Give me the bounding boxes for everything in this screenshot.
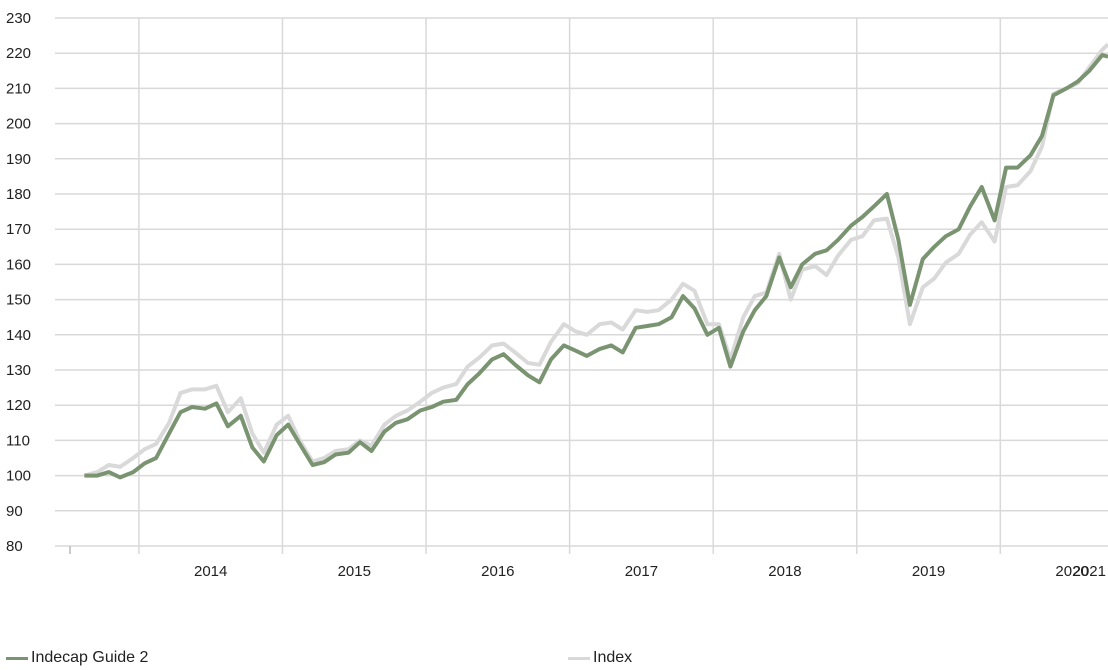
y-tick-label-220: 220	[6, 45, 31, 62]
legend-swatch-indecap-guide-2	[6, 656, 28, 660]
legend-item-indecap-guide-2: Indecap Guide 2	[6, 649, 148, 667]
y-tick-label-150: 150	[6, 292, 31, 309]
y-tick-label-160: 160	[6, 256, 31, 273]
y-tick-label-80: 80	[6, 538, 23, 555]
y-tick-label-200: 200	[6, 116, 31, 133]
legend-swatch-index	[568, 656, 590, 660]
x-tick-label-2017: 2017	[625, 563, 658, 580]
legend-item-index: Index	[568, 649, 632, 667]
series-line-index	[83, 42, 1108, 478]
y-tick-label-110: 110	[6, 432, 30, 449]
y-tick-label-190: 190	[6, 151, 31, 168]
x-tick-label-2020: 2020	[1055, 563, 1088, 580]
y-tick-label-180: 180	[6, 186, 31, 203]
series-line-indecap-guide-2	[84, 53, 1108, 480]
y-tick-label-210: 210	[6, 80, 31, 97]
gridlines	[55, 17, 1108, 554]
y-tick-label-120: 120	[6, 397, 31, 414]
x-tick-label-2015: 2015	[338, 563, 371, 580]
y-tick-label-100: 100	[6, 468, 31, 485]
x-tick-label-2014: 2014	[194, 563, 227, 580]
y-axis-tick-labels: 80 90 100 110 120 130 140 150 160 170 180 190 200 210…	[6, 10, 31, 555]
y-tick-label-230: 230	[6, 10, 31, 27]
x-tick-label-2019: 2019	[912, 563, 945, 580]
x-tick-label-2018: 2018	[768, 563, 801, 580]
x-tick-label-2021: 2021	[1073, 563, 1106, 580]
y-tick-label-130: 130	[6, 362, 31, 379]
y-tick-label-90: 90	[6, 503, 23, 520]
legend-label-index: Index	[593, 649, 633, 666]
x-tick-label-2016: 2016	[481, 563, 514, 580]
series-lines	[83, 42, 1108, 480]
y-tick-label-140: 140	[6, 327, 31, 344]
y-tick-label-170: 170	[6, 221, 31, 238]
legend-label-indecap-guide-2: Indecap Guide 2	[31, 649, 149, 666]
